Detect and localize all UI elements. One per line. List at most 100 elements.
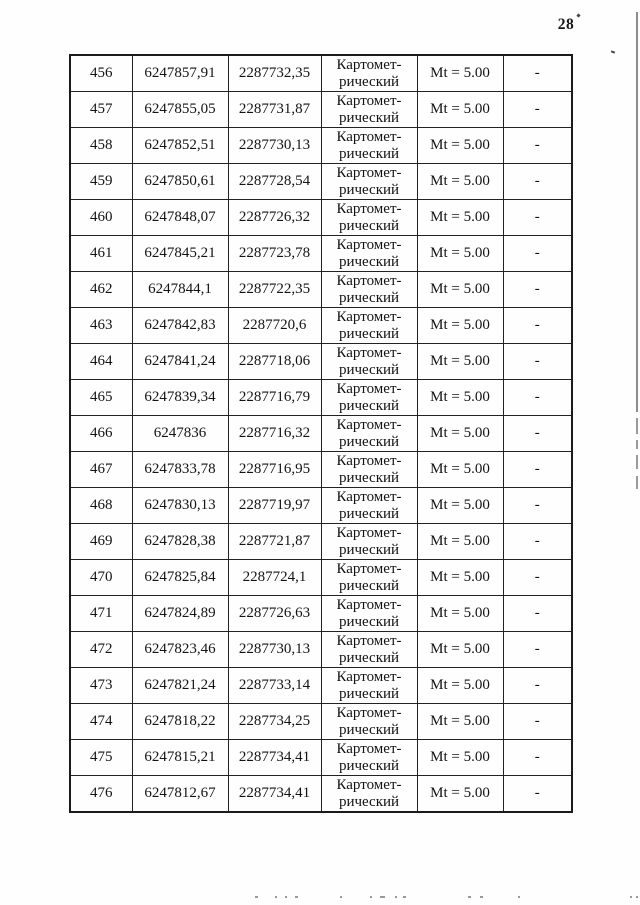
row-number-cell: 467 bbox=[69, 451, 133, 488]
method-line2: рический bbox=[338, 325, 400, 342]
note-cell: - bbox=[502, 415, 573, 452]
accuracy-cell: Mt = 5.00 bbox=[416, 235, 504, 272]
scan-speck bbox=[295, 896, 298, 898]
coord-x-cell: 6247830,13 bbox=[131, 487, 229, 524]
row-number-cell: 466 bbox=[69, 415, 133, 452]
table-row: 476 6247812,67 2287734,41 Картомет-рический… bbox=[69, 775, 573, 813]
method-line2: рический bbox=[338, 361, 400, 378]
row-number-cell: 463 bbox=[69, 307, 133, 344]
coord-y-cell: 2287716,32 bbox=[227, 415, 322, 452]
scan-speck bbox=[518, 896, 520, 898]
method-line1: Картомет- bbox=[336, 93, 402, 109]
scan-speck bbox=[480, 896, 483, 898]
method-line2: рический bbox=[338, 217, 400, 234]
scan-speck bbox=[468, 896, 471, 898]
note-cell: - bbox=[502, 631, 573, 668]
method-line1: Картомет- bbox=[336, 273, 402, 289]
note-cell: - bbox=[502, 775, 573, 813]
method-line2: рический bbox=[338, 685, 400, 702]
method-line1: Картомет- bbox=[336, 597, 402, 613]
note-cell: - bbox=[502, 667, 573, 704]
scan-artifact-dash bbox=[636, 455, 638, 469]
accuracy-cell: Mt = 5.00 bbox=[416, 559, 504, 596]
method-line1: Картомет- bbox=[336, 165, 402, 181]
method-line1: Картомет- bbox=[336, 669, 402, 685]
method-cell: Картомет-рический bbox=[320, 523, 418, 560]
table-row: 459 6247850,61 2287728,54 Картомет-рический… bbox=[69, 163, 573, 200]
table-row: 461 6247845,21 2287723,78 Картомет-рический… bbox=[69, 235, 573, 272]
method-line1: Картомет- bbox=[336, 777, 402, 793]
row-number-cell: 460 bbox=[69, 199, 133, 236]
coord-x-cell: 6247855,05 bbox=[131, 91, 229, 128]
table-row: 473 6247821,24 2287733,14 Картомет-рический… bbox=[69, 667, 573, 704]
method-line1: Картомет- bbox=[336, 633, 402, 649]
note-cell: - bbox=[502, 54, 573, 92]
table-row: 467 6247833,78 2287716,95 Картомет-рический… bbox=[69, 451, 573, 488]
method-line1: Картомет- bbox=[336, 489, 402, 505]
scan-artifact-dash bbox=[636, 418, 638, 434]
accuracy-cell: Mt = 5.00 bbox=[416, 91, 504, 128]
row-number-cell: 471 bbox=[69, 595, 133, 632]
note-cell: - bbox=[502, 343, 573, 380]
method-cell: Картомет-рический bbox=[320, 235, 418, 272]
method-line1: Картомет- bbox=[336, 741, 402, 757]
method-line2: рический bbox=[338, 613, 400, 630]
table-row: 468 6247830,13 2287719,97 Картомет-рический… bbox=[69, 487, 573, 524]
method-line1: Картомет- bbox=[336, 309, 402, 325]
method-line2: рический bbox=[338, 73, 400, 90]
table-row: 470 6247825,84 2287724,1 Картомет-рический M… bbox=[69, 559, 573, 596]
coord-y-cell: 2287734,41 bbox=[227, 775, 322, 813]
coord-y-cell: 2287726,32 bbox=[227, 199, 322, 236]
note-cell: - bbox=[502, 235, 573, 272]
coord-y-cell: 2287722,35 bbox=[227, 271, 322, 308]
method-line2: рический bbox=[338, 721, 400, 738]
coord-y-cell: 2287732,35 bbox=[227, 54, 322, 92]
accuracy-cell: Mt = 5.00 bbox=[416, 127, 504, 164]
note-cell: - bbox=[502, 271, 573, 308]
method-cell: Картомет-рический bbox=[320, 127, 418, 164]
method-line2: рический bbox=[338, 109, 400, 126]
note-cell: - bbox=[502, 91, 573, 128]
row-number-cell: 462 bbox=[69, 271, 133, 308]
coord-x-cell: 6247824,89 bbox=[131, 595, 229, 632]
note-cell: - bbox=[502, 199, 573, 236]
method-line1: Картомет- bbox=[336, 201, 402, 217]
method-line1: Картомет- bbox=[336, 345, 402, 361]
method-cell: Картомет-рический bbox=[320, 595, 418, 632]
coord-x-cell: 6247845,21 bbox=[131, 235, 229, 272]
accuracy-cell: Mt = 5.00 bbox=[416, 271, 504, 308]
method-cell: Картомет-рический bbox=[320, 199, 418, 236]
row-number-cell: 474 bbox=[69, 703, 133, 740]
coord-x-cell: 6247852,51 bbox=[131, 127, 229, 164]
coord-x-cell: 6247848,07 bbox=[131, 199, 229, 236]
accuracy-cell: Mt = 5.00 bbox=[416, 667, 504, 704]
table-row: 466 6247836 2287716,32 Картомет-рический Mt … bbox=[69, 415, 573, 452]
table-row: 458 6247852,51 2287730,13 Картомет-рический… bbox=[69, 127, 573, 164]
row-number-cell: 457 bbox=[69, 91, 133, 128]
coord-x-cell: 6247841,24 bbox=[131, 343, 229, 380]
note-cell: - bbox=[502, 523, 573, 560]
accuracy-cell: Mt = 5.00 bbox=[416, 487, 504, 524]
method-line2: рический bbox=[338, 181, 400, 198]
method-line2: рический bbox=[338, 469, 400, 486]
method-line2: рический bbox=[338, 505, 400, 522]
method-cell: Картомет-рический bbox=[320, 739, 418, 776]
table-row: 457 6247855,05 2287731,87 Картомет-рический… bbox=[69, 91, 573, 128]
accuracy-cell: Mt = 5.00 bbox=[416, 775, 504, 813]
coord-x-cell: 6247821,24 bbox=[131, 667, 229, 704]
method-cell: Картомет-рический bbox=[320, 163, 418, 200]
method-line1: Картомет- bbox=[336, 453, 402, 469]
row-number-cell: 476 bbox=[69, 775, 133, 813]
coord-x-cell: 6247812,67 bbox=[131, 775, 229, 813]
method-line2: рический bbox=[338, 397, 400, 414]
table-row: 469 6247828,38 2287721,87 Картомет-рический… bbox=[69, 523, 573, 560]
scan-speck bbox=[610, 50, 616, 54]
scan-speck bbox=[340, 896, 342, 898]
table-row: 462 6247844,1 2287722,35 Картомет-рический M… bbox=[69, 271, 573, 308]
accuracy-cell: Mt = 5.00 bbox=[416, 307, 504, 344]
row-number-cell: 473 bbox=[69, 667, 133, 704]
method-cell: Картомет-рический bbox=[320, 451, 418, 488]
accuracy-cell: Mt = 5.00 bbox=[416, 703, 504, 740]
note-cell: - bbox=[502, 703, 573, 740]
method-cell: Картомет-рический bbox=[320, 559, 418, 596]
